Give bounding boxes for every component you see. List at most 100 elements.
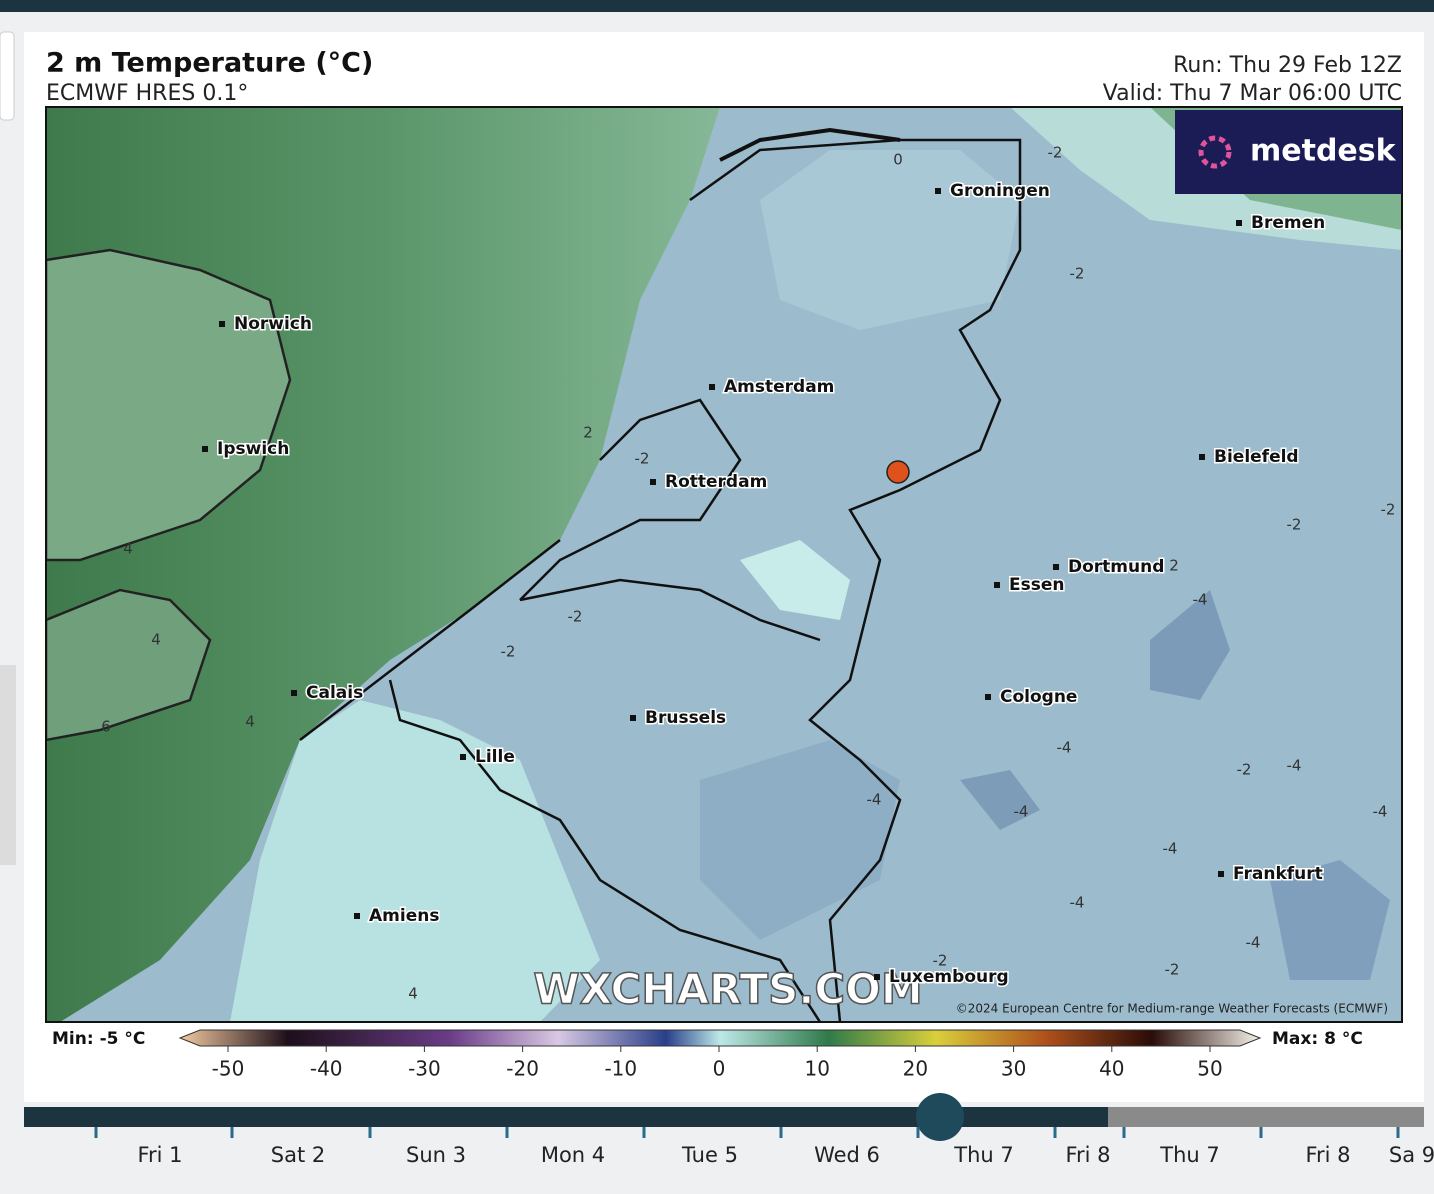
contour-label: -4 xyxy=(1246,934,1261,952)
colorbar-tick-label: -40 xyxy=(310,1057,343,1081)
city-label: Groningen xyxy=(950,181,1050,201)
city-label: Frankfurt xyxy=(1233,864,1323,884)
city-label: Essen xyxy=(1009,575,1064,595)
contour-label: 4 xyxy=(245,713,255,731)
city-label: Cologne xyxy=(1000,687,1077,707)
contour-label: -4 xyxy=(1014,803,1029,821)
logo-box xyxy=(1175,110,1402,194)
colorbar-tick-label: -10 xyxy=(604,1057,637,1081)
map xyxy=(46,107,1402,1022)
title: 2 m Temperature (°C) xyxy=(46,48,373,79)
city-label: Ipswich xyxy=(217,439,289,459)
contour-label: -2 xyxy=(1165,961,1180,979)
timeline-label[interactable]: Thu 7 xyxy=(953,1143,1013,1167)
run-time: Run: Thu 29 Feb 12Z xyxy=(1173,53,1402,78)
city-marker xyxy=(709,384,715,390)
city-marker xyxy=(650,479,656,485)
subtitle: ECMWF HRES 0.1° xyxy=(46,81,248,106)
timeline-remaining[interactable] xyxy=(1108,1107,1424,1127)
logo-text: metdesk xyxy=(1250,134,1397,169)
timeline-label[interactable]: Wed 6 xyxy=(814,1143,880,1167)
contour-label: -2 xyxy=(933,952,948,970)
city-marker xyxy=(994,582,1000,588)
colorbar xyxy=(178,1029,1262,1047)
contour-label: -4 xyxy=(867,791,882,809)
timeline-label[interactable]: Tue 5 xyxy=(681,1143,738,1167)
map-frame xyxy=(45,106,1403,1023)
sidebar-buttons[interactable] xyxy=(0,665,16,865)
city-label: Rotterdam xyxy=(665,472,767,492)
colorbar-min: Min: -5 °C xyxy=(52,1029,145,1049)
colorbar-tick-label: 30 xyxy=(1001,1057,1026,1081)
watermark: WXCHARTS.COM xyxy=(533,965,922,1014)
city-marker xyxy=(1199,454,1205,460)
city-marker xyxy=(460,754,466,760)
contour-label: 4 xyxy=(408,985,418,1003)
city-marker xyxy=(1218,871,1224,877)
timeline-label[interactable]: Fri 8 xyxy=(1305,1143,1350,1167)
contour-label: -4 xyxy=(1373,803,1388,821)
city-marker xyxy=(935,188,941,194)
city-marker xyxy=(1236,220,1242,226)
city-marker xyxy=(291,690,297,696)
timeline-label[interactable]: Thu 7 xyxy=(1159,1143,1219,1167)
contour-label: -2 xyxy=(1048,144,1063,162)
timeline-played[interactable] xyxy=(24,1107,1108,1127)
timeline-label[interactable]: Mon 4 xyxy=(541,1143,605,1167)
city-label: Dortmund xyxy=(1068,557,1164,577)
timeline-label[interactable]: Fri 1 xyxy=(137,1143,182,1167)
colorbar-max: Max: 8 °C xyxy=(1272,1029,1363,1049)
city-marker xyxy=(354,913,360,919)
colorbar-tick-label: 50 xyxy=(1197,1057,1222,1081)
contour-label: -4 xyxy=(1163,840,1178,858)
contour-label: -2 xyxy=(568,608,583,626)
contour-label: -2 xyxy=(1237,761,1252,779)
colorbar-tick-label: 0 xyxy=(713,1057,726,1081)
city-label: Bielefeld xyxy=(1214,447,1299,467)
city-label: Lille xyxy=(475,747,515,767)
top-bar xyxy=(0,0,1434,12)
logo-icon xyxy=(1198,135,1232,169)
colorbar-tick-label: -30 xyxy=(408,1057,441,1081)
city-label: Calais xyxy=(306,683,363,703)
city-label: Amsterdam xyxy=(724,377,834,397)
contour-label: 4 xyxy=(123,540,133,558)
valid-time: Valid: Thu 7 Mar 06:00 UTC xyxy=(1103,81,1402,106)
timeline-label[interactable]: Fri 8 xyxy=(1065,1143,1110,1167)
city-marker xyxy=(202,446,208,452)
sidebar-tab[interactable] xyxy=(0,31,15,121)
contour-label: -4 xyxy=(1070,894,1085,912)
timeline-label[interactable]: Sa 9 xyxy=(1389,1143,1434,1167)
colorbar-tick-label: 40 xyxy=(1099,1057,1124,1081)
city-label: Brussels xyxy=(645,708,726,728)
location-marker[interactable] xyxy=(886,460,910,484)
contour-label: -4 xyxy=(1287,757,1302,775)
city-label: Bremen xyxy=(1251,213,1325,233)
copyright: ©2024 European Centre for Medium-range W… xyxy=(956,1002,1388,1016)
city-marker xyxy=(219,321,225,327)
contour-label: -4 xyxy=(1193,591,1208,609)
colorbar-tick-label: 10 xyxy=(804,1057,829,1081)
contour-label: 2 xyxy=(583,424,593,442)
contour-label: 0 xyxy=(893,151,903,169)
colorbar-tick-label: -20 xyxy=(506,1057,539,1081)
contour-label: -2 xyxy=(1381,501,1396,519)
contour-label: -4 xyxy=(1057,739,1072,757)
timeline-label[interactable]: Sat 2 xyxy=(271,1143,325,1167)
contour-label: -2 xyxy=(501,643,516,661)
contour-label: -2 xyxy=(635,450,650,468)
contour-label: 4 xyxy=(151,631,161,649)
timeline-thumb[interactable] xyxy=(916,1093,964,1141)
city-marker xyxy=(1053,564,1059,570)
city-marker xyxy=(630,715,636,721)
timeline-label[interactable]: Sun 3 xyxy=(406,1143,466,1167)
contour-label: -2 xyxy=(1287,516,1302,534)
contour-label: -2 xyxy=(1070,265,1085,283)
city-marker xyxy=(874,974,880,980)
colorbar-tick-label: 20 xyxy=(903,1057,928,1081)
city-label: Amiens xyxy=(369,906,439,926)
city-marker xyxy=(985,694,991,700)
colorbar-tick-label: -50 xyxy=(212,1057,245,1081)
